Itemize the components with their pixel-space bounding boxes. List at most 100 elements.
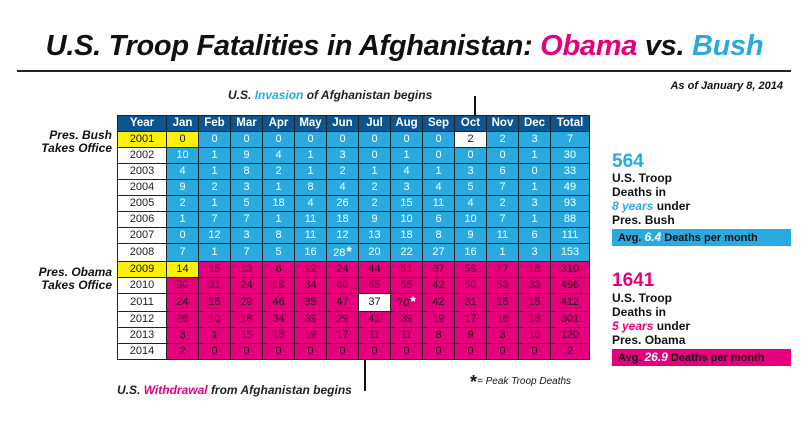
cell-2004-dec: 1 <box>518 179 551 196</box>
peak-star-icon: * <box>346 243 352 259</box>
cell-2010-apr: 19 <box>262 277 295 294</box>
bush-stats-years: 8 years <box>612 199 654 213</box>
cell-2003-dec: 0 <box>518 163 551 180</box>
cell-2012-feb: 10 <box>198 311 231 328</box>
cell-2003-apr: 2 <box>262 163 295 180</box>
cell-2004-nov: 7 <box>486 179 519 196</box>
cell-2013-oct: 9 <box>454 327 487 344</box>
table-row: 2004 9 2 3 1 8 4 2 3 4 5 7 1 49 <box>117 179 590 196</box>
cell-2006-oct: 10 <box>454 211 487 228</box>
total-cell: 2 <box>550 343 590 360</box>
cell-2006-may: 11 <box>294 211 327 228</box>
cell-2005-oct: 4 <box>454 195 487 212</box>
year-cell: 2004 <box>117 179 167 196</box>
cell-2006-feb: 7 <box>198 211 231 228</box>
cell-2007-apr: 8 <box>262 227 295 244</box>
column-header-nov: Nov <box>486 115 519 132</box>
cell-2010-mar: 24 <box>230 277 263 294</box>
cell-2009-nov: 17 <box>486 261 519 278</box>
total-cell: 111 <box>550 227 590 244</box>
title-vs: vs. <box>644 30 685 62</box>
column-header-jan: Jan <box>166 115 199 132</box>
cell-2013-sep: 8 <box>422 327 455 344</box>
cell-2004-apr: 1 <box>262 179 295 196</box>
cell-2010-nov: 53 <box>486 277 519 294</box>
cell-2003-may: 1 <box>294 163 327 180</box>
cell-2002-may: 1 <box>294 147 327 164</box>
cell-2001-nov: 2 <box>486 131 519 148</box>
cell-2002-jan: 10 <box>166 147 199 164</box>
cell-2011-sep: 42 <box>422 293 455 312</box>
total-cell: 301 <box>550 311 590 328</box>
bush-stats-president: Pres. Bush <box>612 213 675 227</box>
cell-2012-mar: 18 <box>230 311 263 328</box>
cell-2007-may: 11 <box>294 227 327 244</box>
cell-2010-jul: 65 <box>358 277 391 294</box>
cell-2009-oct: 59 <box>454 261 487 278</box>
invasion-note-post: of Afghanistan begins <box>306 88 433 102</box>
cell-2007-nov: 11 <box>486 227 519 244</box>
obama-takes-office-label: Pres. Obama Takes Office <box>0 266 112 292</box>
cell-2009-apr: 6 <box>262 261 295 278</box>
column-header-sep: Sep <box>422 115 455 132</box>
cell-2005-may: 4 <box>294 195 327 212</box>
cell-2001-feb: 0 <box>198 131 231 148</box>
cell-2008-mar: 7 <box>230 243 263 262</box>
legend-star-icon: * <box>470 372 478 392</box>
cell-2002-nov: 0 <box>486 147 519 164</box>
cell-2007-oct: 9 <box>454 227 487 244</box>
cell-2006-nov: 7 <box>486 211 519 228</box>
fatalities-table: Year Jan Feb Mar Apr May Jun Jul Aug Sep Oct Nov Dec… <box>117 115 590 360</box>
cell-2008-nov: 1 <box>486 243 519 262</box>
table-row: 2013 3 1 15 13 19 17 11 11 8 9 3 10 120 <box>117 327 590 344</box>
year-cell: 2002 <box>117 147 167 164</box>
cell-2003-jul: 1 <box>358 163 391 180</box>
cell-2013-jan: 3 <box>166 327 199 344</box>
obama-takes-office-line2: Takes Office <box>41 278 112 292</box>
cell-2001-aug: 0 <box>390 131 423 148</box>
cell-2003-mar: 8 <box>230 163 263 180</box>
cell-2012-jan: 26 <box>166 311 199 328</box>
table-row: 2014 2 0 0 0 0 0 0 0 0 0 0 0 2 <box>117 343 590 360</box>
bush-stats-under: under <box>656 199 691 213</box>
cell-2007-jul: 13 <box>358 227 391 244</box>
cell-2011-jun: 47 <box>326 293 359 312</box>
cell-2004-oct: 5 <box>454 179 487 196</box>
year-cell: 2001 <box>117 131 167 148</box>
cell-2010-jun: 60 <box>326 277 359 294</box>
cell-2006-jan: 1 <box>166 211 199 228</box>
table-row: 2009 14 15 13 6 12 24 44 51 37 59 17 18 310 <box>117 261 590 278</box>
column-header-may: May <box>294 115 327 132</box>
bush-takes-office-line2: Takes Office <box>41 141 112 155</box>
total-cell: 33 <box>550 163 590 180</box>
obama-stats-line1: U.S. Troop <box>612 291 672 305</box>
cell-2007-dec: 6 <box>518 227 551 244</box>
cell-2004-aug: 3 <box>390 179 423 196</box>
year-cell: 2013 <box>117 327 167 344</box>
cell-2004-mar: 3 <box>230 179 263 196</box>
cell-2002-feb: 1 <box>198 147 231 164</box>
cell-2007-jan: 0 <box>166 227 199 244</box>
table-row: 2007 0 12 3 8 11 12 13 18 8 9 11 6 111 <box>117 227 590 244</box>
cell-2008-may: 16 <box>294 243 327 262</box>
cell-2013-aug: 11 <box>390 327 423 344</box>
cell-2011-may: 35 <box>294 293 327 312</box>
cell-2001-jul: 0 <box>358 131 391 148</box>
table-row: 2003 4 1 8 2 1 2 1 4 1 3 6 0 33 <box>117 163 590 180</box>
cell-2003-feb: 1 <box>198 163 231 180</box>
total-cell: 153 <box>550 243 590 262</box>
cell-2001-oct: 2 <box>454 131 487 148</box>
cell-2006-jun: 18 <box>326 211 359 228</box>
cell-2005-sep: 11 <box>422 195 455 212</box>
obama-average-box: Avg. 26.9 Deaths per month <box>612 349 791 366</box>
cell-2013-nov: 3 <box>486 327 519 344</box>
column-header-dec: Dec <box>518 115 551 132</box>
column-header-year: Year <box>117 115 167 132</box>
cell-2001-apr: 0 <box>262 131 295 148</box>
table-body: 2001 0 0 0 0 0 0 0 0 0 2 2 3 7 2002 10 1 9 4 1 3 0 1 0 0 0 1 30 2003… <box>117 131 590 360</box>
cell-2008-apr: 5 <box>262 243 295 262</box>
cell-2008-jun: 28* <box>326 243 359 262</box>
bush-takes-office-line1: Pres. Bush <box>49 128 112 142</box>
cell-2011-dec: 15 <box>518 293 551 312</box>
cell-2012-may: 39 <box>294 311 327 328</box>
